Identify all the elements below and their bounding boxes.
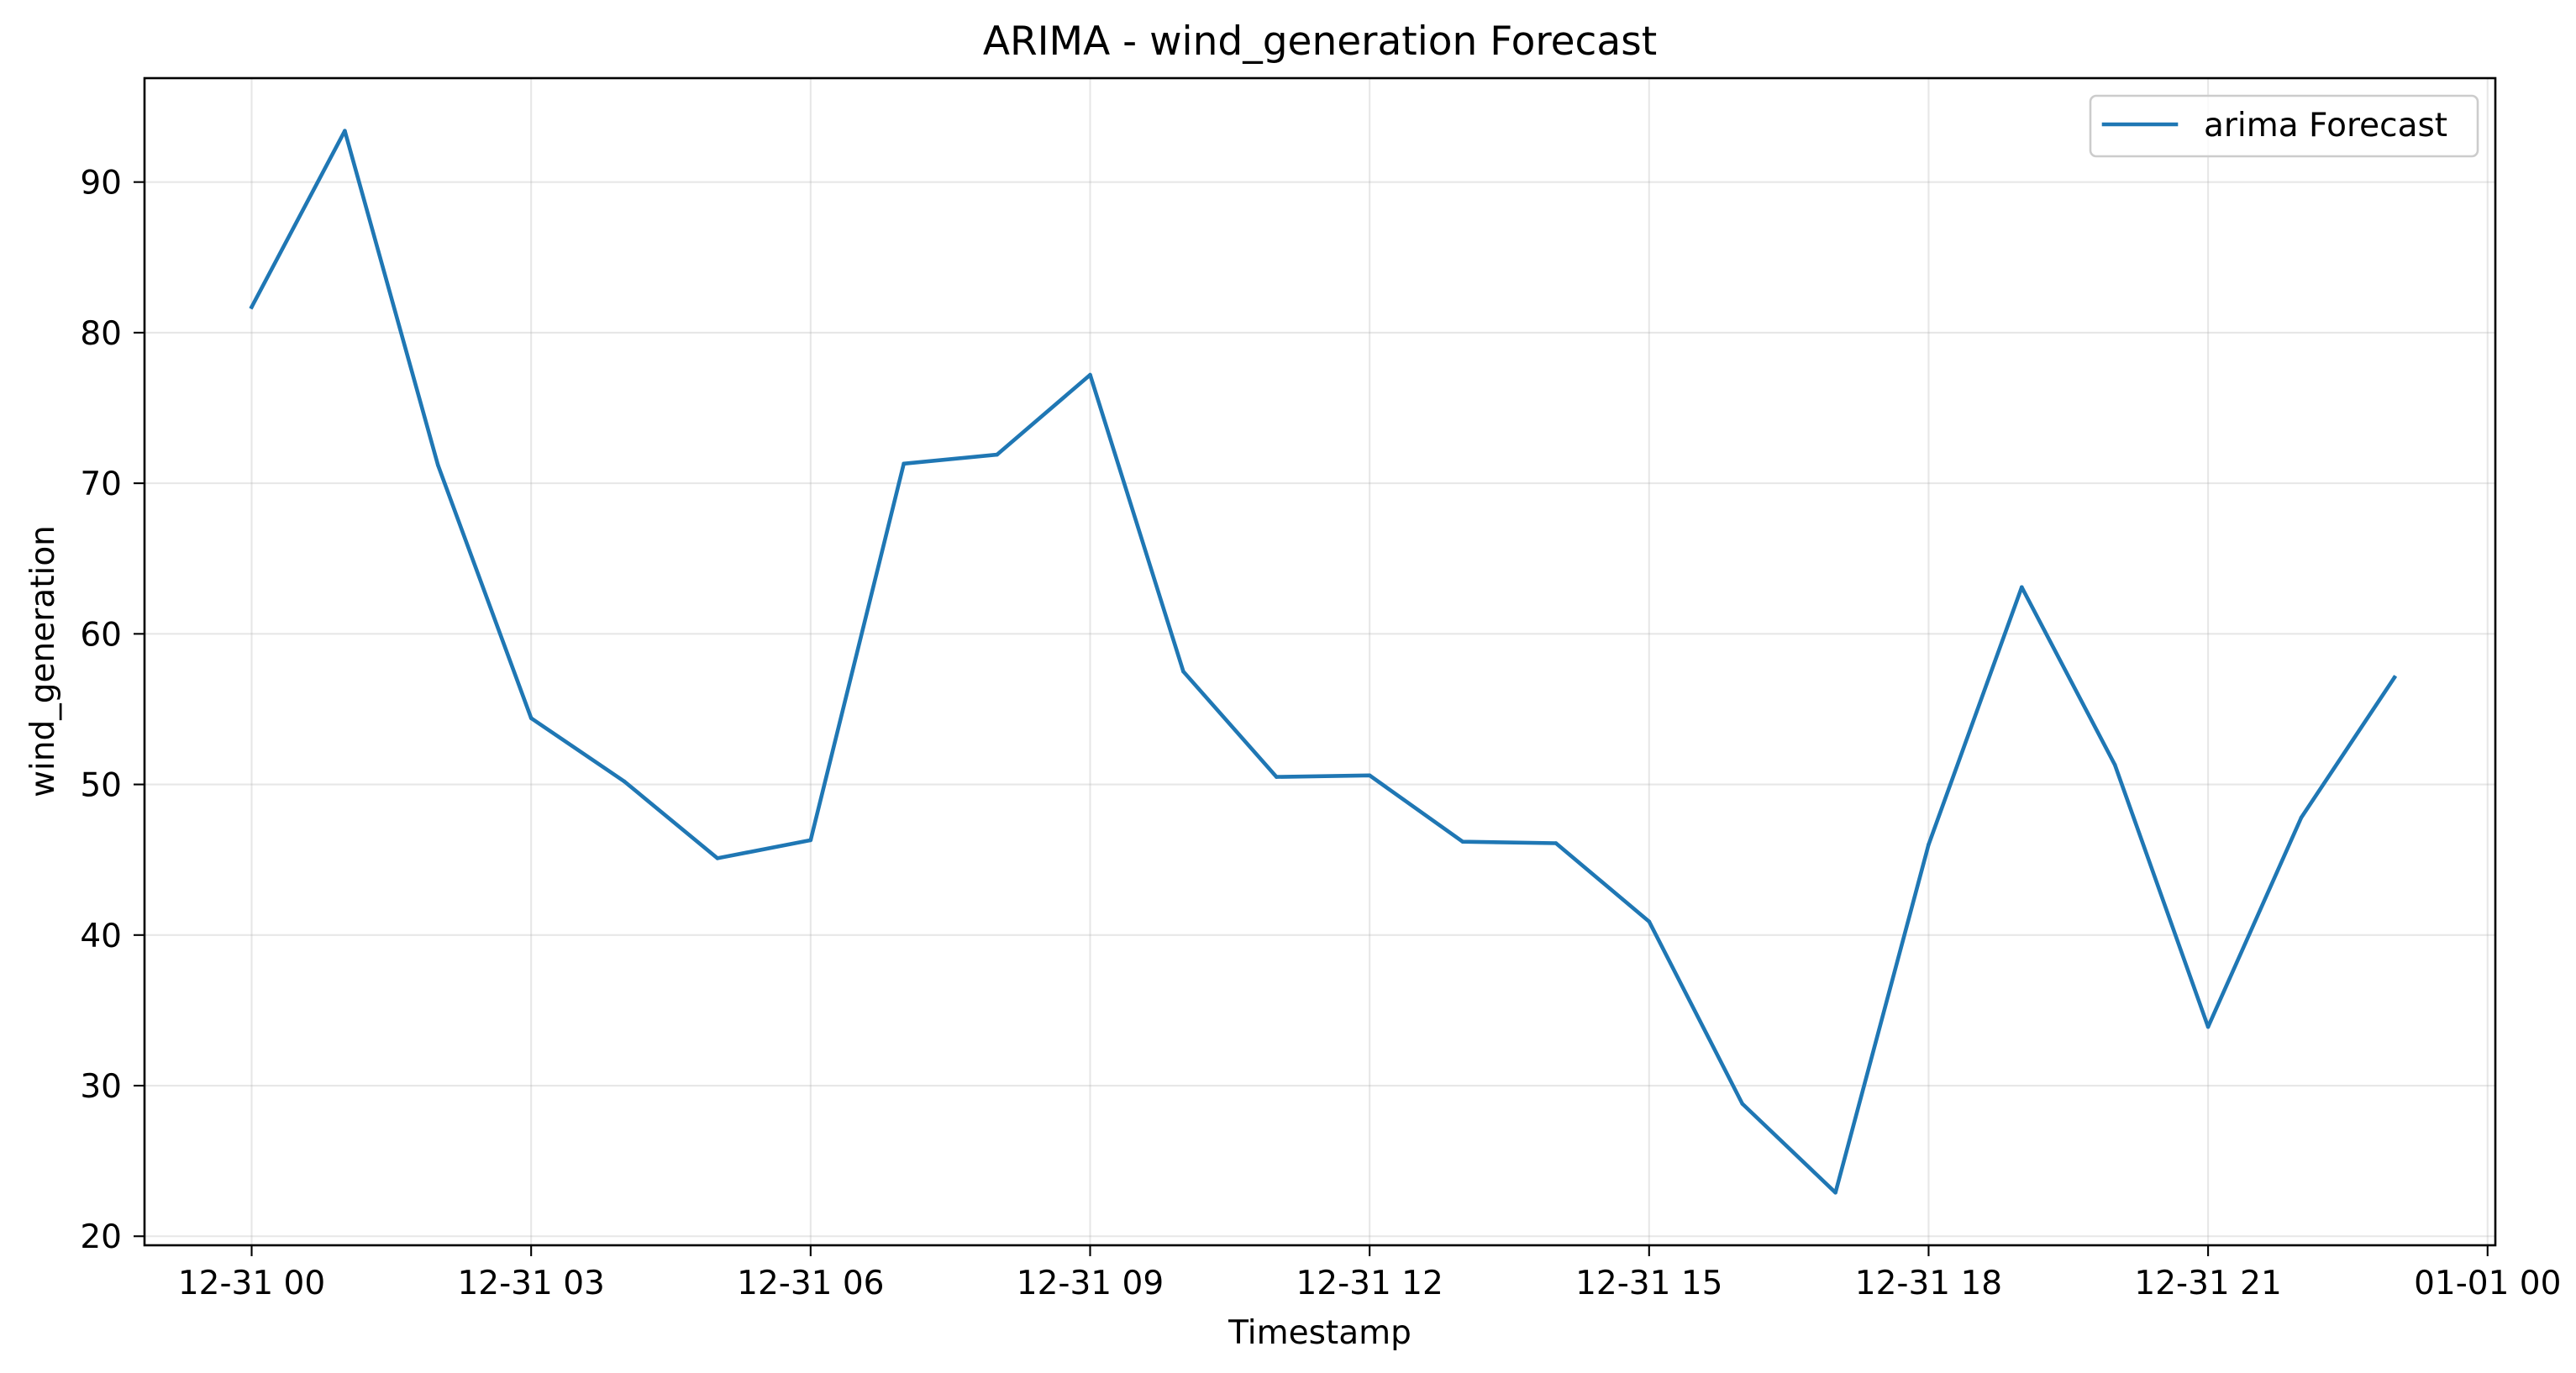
data-point xyxy=(1181,669,1185,674)
x-tick-label: 12-31 21 xyxy=(2134,1265,2281,1302)
data-point xyxy=(1460,839,1465,844)
data-point xyxy=(436,463,440,467)
y-tick-label: 80 xyxy=(80,315,122,353)
legend: arima Forecast xyxy=(2089,94,2479,158)
y-axis: 20 30 40 50 60 70 80 90 xyxy=(80,165,145,1256)
chart-title: ARIMA - wind_generation Forecast xyxy=(983,18,1657,65)
y-axis-label: wind_generation xyxy=(24,525,62,797)
x-axis-label: Timestamp xyxy=(1228,1314,1412,1352)
y-tick-label: 90 xyxy=(80,165,122,203)
x-tick-label: 01-01 00 xyxy=(2414,1265,2561,1302)
series-layer xyxy=(249,129,2398,1195)
y-tick-label: 30 xyxy=(80,1068,122,1106)
data-point xyxy=(1553,841,1559,845)
data-point xyxy=(1647,919,1652,923)
data-point xyxy=(902,461,906,466)
data-point xyxy=(1088,372,1092,377)
data-point xyxy=(715,856,720,860)
legend-box xyxy=(2089,94,2479,158)
data-point xyxy=(1740,1102,1744,1106)
y-tick-label: 20 xyxy=(80,1218,122,1256)
x-tick-label: 12-31 18 xyxy=(1855,1265,2002,1302)
x-tick-label: 12-31 09 xyxy=(1017,1265,1164,1302)
data-point xyxy=(250,305,254,309)
data-point xyxy=(2392,676,2397,680)
legend-label: arima Forecast xyxy=(2204,107,2447,145)
data-point xyxy=(622,779,627,784)
data-point xyxy=(1833,1191,1837,1195)
data-point xyxy=(1275,775,1279,779)
data-point xyxy=(2020,585,2024,590)
x-tick-label: 12-31 06 xyxy=(737,1265,884,1302)
y-tick-label: 50 xyxy=(80,767,122,805)
data-point xyxy=(808,838,813,843)
data-point xyxy=(995,452,999,457)
x-tick-label: 12-31 00 xyxy=(178,1265,325,1302)
plot-frame xyxy=(143,76,2497,1247)
data-point xyxy=(2299,815,2304,820)
y-tick-label: 40 xyxy=(80,918,122,955)
y-tick-label: 60 xyxy=(80,616,122,654)
data-point xyxy=(1927,843,1931,847)
data-point xyxy=(2205,1024,2211,1029)
x-tick-label: 12-31 15 xyxy=(1575,1265,1722,1302)
data-point xyxy=(2112,763,2117,767)
x-axis: 12-31 00 12-31 03 12-31 06 12-31 09 12-31 12… xyxy=(178,1245,2561,1302)
x-tick-label: 12-31 12 xyxy=(1296,1265,1443,1302)
x-tick-label: 12-31 03 xyxy=(457,1265,604,1302)
data-point xyxy=(1367,773,1372,778)
y-tick-label: 70 xyxy=(80,466,122,503)
data-point xyxy=(343,129,347,133)
data-point xyxy=(528,716,534,720)
series-line-arima-forecast xyxy=(249,129,2398,1195)
grid-lines xyxy=(145,78,2495,1245)
